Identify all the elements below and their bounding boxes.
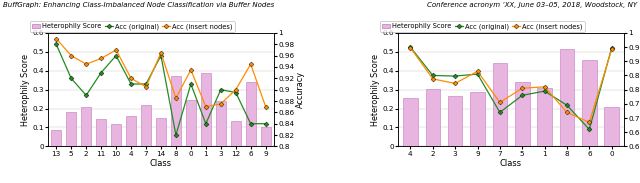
Legend: Heterophily Score, Acc (original), Acc (insert nodes): Heterophily Score, Acc (original), Acc (… [30,21,235,32]
Bar [448,96,463,146]
Bar [231,121,241,146]
Bar [426,89,440,146]
Y-axis label: Accuracy: Accuracy [296,71,305,108]
Bar [81,107,91,146]
Bar [604,107,619,146]
Bar [51,130,61,146]
Bar [126,116,136,146]
Bar [260,128,271,146]
Bar [201,73,211,146]
Text: Conference acronym ‘XX, June 03–05, 2018, Woodstock, NY: Conference acronym ‘XX, June 03–05, 2018… [427,2,637,8]
Bar [67,112,76,146]
X-axis label: Class: Class [150,159,172,168]
Bar [186,100,196,146]
Bar [470,92,484,146]
Legend: Heterophily Score, Acc (original), Acc (insert nodes): Heterophily Score, Acc (original), Acc (… [380,21,585,32]
X-axis label: Class: Class [500,159,522,168]
Bar [403,98,418,146]
Bar [560,49,574,146]
Y-axis label: Heterophily Score: Heterophily Score [371,54,380,126]
Bar [96,119,106,146]
Bar [171,76,180,146]
Text: BuffGraph: Enhancing Class-Imbalanced Node Classification via Buffer Nodes: BuffGraph: Enhancing Class-Imbalanced No… [3,2,275,8]
Bar [538,88,552,146]
Bar [582,60,596,146]
Bar [111,124,121,146]
Bar [515,82,529,146]
Bar [216,101,226,146]
Bar [156,118,166,146]
Bar [493,63,507,146]
Y-axis label: Heterophily Score: Heterophily Score [21,54,30,126]
Bar [141,105,151,146]
Bar [246,82,255,146]
